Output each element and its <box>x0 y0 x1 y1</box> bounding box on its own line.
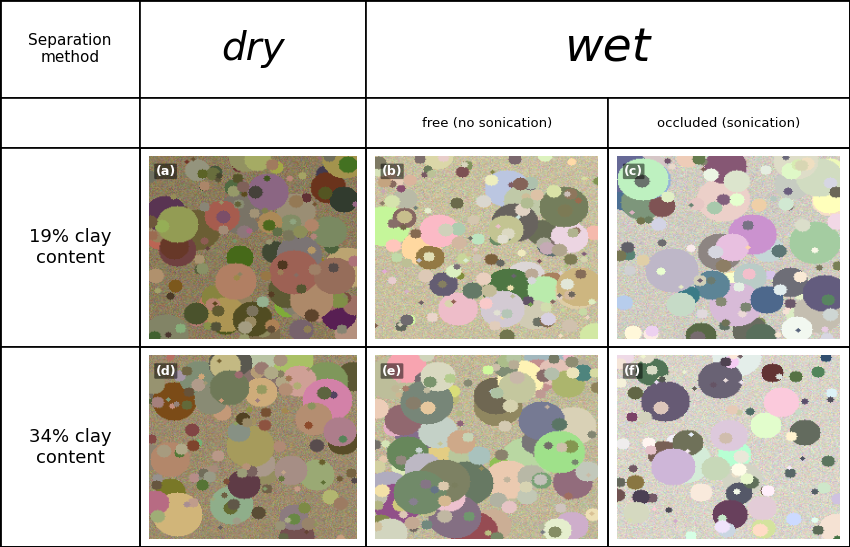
Text: free (no sonication): free (no sonication) <box>422 117 552 130</box>
Text: 34% clay
content: 34% clay content <box>29 428 111 467</box>
Text: (c): (c) <box>624 165 643 178</box>
Text: (b): (b) <box>382 165 403 178</box>
Text: Separation
method: Separation method <box>28 33 112 66</box>
Text: (d): (d) <box>156 364 176 377</box>
Text: dry: dry <box>221 30 285 68</box>
Text: 19% clay
content: 19% clay content <box>29 228 111 267</box>
Text: (a): (a) <box>156 165 176 178</box>
Text: occluded (sonication): occluded (sonication) <box>657 117 801 130</box>
Text: (f): (f) <box>624 364 642 377</box>
Text: wet: wet <box>564 27 651 72</box>
Text: (e): (e) <box>382 364 402 377</box>
